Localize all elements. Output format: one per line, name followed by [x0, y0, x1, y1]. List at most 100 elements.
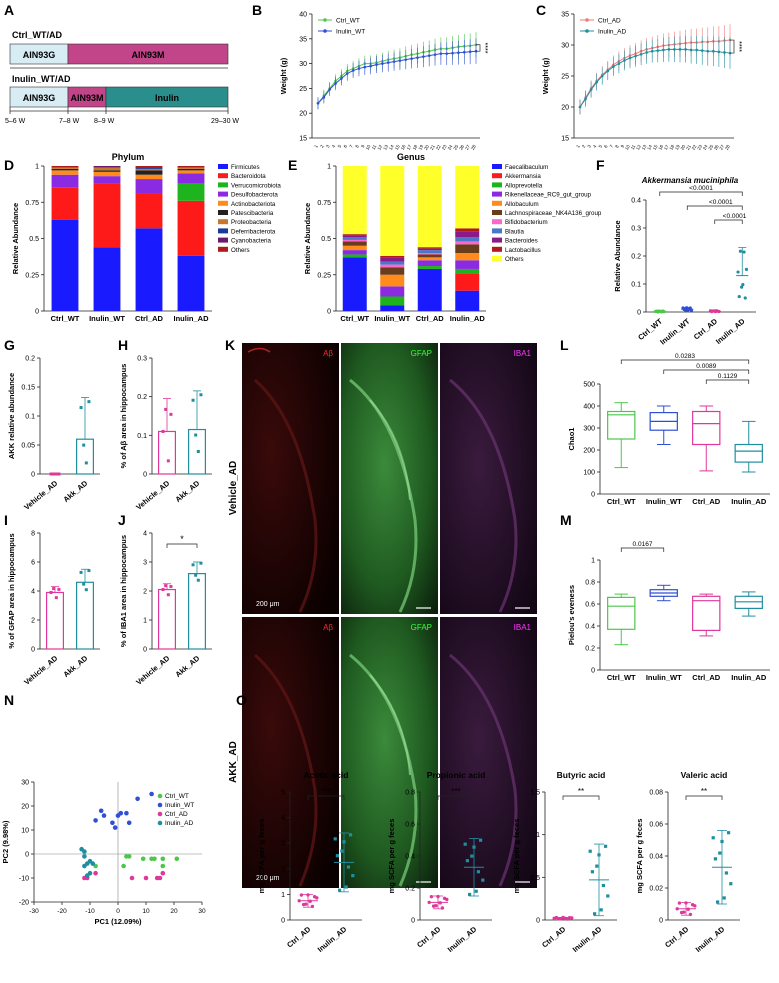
- D-legend-label: Patescibacteria: [231, 210, 274, 217]
- D-legend-label: Others: [231, 247, 250, 254]
- B-y-tick-label: 35: [299, 36, 307, 43]
- C-x-tick-label: 19: [674, 144, 681, 151]
- M-y-tick-label: 0.4: [585, 624, 595, 631]
- O4-x-tick-label: Ctrl_AD: [663, 924, 691, 949]
- C-sig-bracket: [730, 39, 735, 54]
- C-y-tick-label: 30: [561, 43, 569, 50]
- J-y-tick-label: 3: [143, 560, 147, 567]
- N-data-point: [101, 813, 107, 818]
- B-data-point: [451, 51, 454, 55]
- D-bar-segment: [135, 193, 163, 229]
- B-x-tick-label: 20: [423, 144, 430, 151]
- F-title: Akkermansia muciniphila: [641, 176, 739, 185]
- C-y-tick-label: 25: [561, 74, 569, 81]
- D-bar-segment: [135, 228, 163, 311]
- L-x-tick-label: Ctrl_AD: [692, 497, 721, 506]
- H-data-point: [166, 459, 170, 463]
- B-data-point: [462, 50, 466, 54]
- O2-title: Propionic acid: [427, 770, 486, 780]
- D-bar-segment: [93, 166, 121, 168]
- O2-x-tick-label: Inulin_AD: [446, 924, 479, 954]
- C-x-tick-label: 28: [724, 144, 731, 151]
- N-x-tick-label: -30: [29, 908, 39, 915]
- C-x-tick-label: 14: [646, 144, 653, 151]
- D-x-tick-label: Ctrl_AD: [135, 314, 164, 323]
- panel-label-f: F: [596, 157, 605, 173]
- E-x-tick-label: Inulin_WT: [374, 314, 410, 323]
- B-x-tick-label: 8: [354, 144, 360, 149]
- O4-data-point: [675, 907, 679, 911]
- F-p-value: <0.0001: [689, 185, 713, 192]
- C-data-point: [667, 48, 671, 51]
- group1-ain93m-label: AIN93M: [131, 50, 164, 60]
- F-sig-bracket: [686, 205, 743, 210]
- F-data-point: [741, 283, 745, 287]
- E-bar-segment: [417, 250, 442, 253]
- D-legend-label: Cyanobacteria: [231, 238, 271, 245]
- O1-x-tick-label: Ctrl_AD: [285, 924, 313, 949]
- panel-label-j: J: [118, 512, 126, 528]
- D-legend-swatch: [218, 200, 228, 206]
- O2-data-point: [445, 897, 449, 902]
- D-bar-segment: [51, 166, 79, 168]
- D-bar-segment: [135, 174, 163, 180]
- M-y-tick-label: 0.6: [585, 602, 595, 609]
- O3-data-point: [606, 894, 610, 898]
- D-legend-label: Firmicutes: [231, 164, 260, 171]
- E-bar-segment: [380, 296, 405, 306]
- group2-inulin-label: Inulin: [155, 93, 179, 103]
- L-x-tick-label: Ctrl_WT: [607, 497, 636, 506]
- N-x-tick-label: -10: [85, 908, 95, 915]
- E-legend-label: Faecalibaculum: [505, 164, 548, 171]
- E-legend-swatch: [492, 210, 502, 215]
- timeline-tick-4: 29–30 W: [211, 118, 239, 125]
- panel-g: G 0 0.05 0.1 0.15 0.2 AKK relative abundance V…: [4, 337, 100, 512]
- H-y-label: % of Aβ area in hippocampus: [119, 364, 128, 469]
- O1-y-tick-label: 2: [281, 866, 285, 873]
- F-data-point: [738, 249, 743, 253]
- D-y-label: Relative Abundance: [11, 203, 20, 274]
- N-x-tick-label: 0: [116, 908, 120, 915]
- D-bar-segment: [93, 170, 121, 172]
- G-data-point: [79, 406, 83, 410]
- D-bar-segment: [135, 166, 163, 168]
- H-data-point: [194, 433, 198, 437]
- abeta-channel-label: Aβ: [323, 349, 333, 358]
- E-x-tick-label: Ctrl_AD: [416, 314, 445, 323]
- L-y-tick-label: 400: [583, 404, 595, 411]
- F-y-label: Relative Abundance: [613, 220, 622, 291]
- F-data-point: [662, 310, 666, 314]
- B-y-tick-label: 40: [299, 12, 307, 19]
- N-data-point: [124, 810, 129, 816]
- C-data-point: [689, 48, 693, 52]
- L-box: [692, 410, 721, 446]
- G-data-point: [49, 472, 53, 476]
- O3-data-point: [588, 849, 592, 853]
- F-x-tick-label: Inulin_WT: [658, 316, 692, 346]
- E-bar-segment: [417, 166, 442, 248]
- D-bar-segment: [93, 171, 121, 177]
- B-data-point: [439, 52, 443, 55]
- O3-title: Butyric acid: [557, 770, 606, 780]
- L-p-value: 0.1129: [718, 373, 738, 380]
- B-x-tick-label: 1: [313, 144, 319, 149]
- N-data-point: [152, 856, 157, 862]
- E-legend-label: Alloprevotella: [505, 182, 543, 189]
- L-sig-bracket: [663, 369, 750, 374]
- O1-data-point: [333, 837, 337, 841]
- panel-l: L 0 100 200 300 400 500 Chao1 Ctrl_WT Inulin_WT C…: [560, 337, 770, 506]
- N-y-tick-label: -10: [19, 876, 29, 883]
- panel-label-g: G: [4, 337, 15, 353]
- N-data-point: [98, 808, 104, 814]
- C-data-point: [639, 53, 643, 56]
- B-x-tick-label: 17: [406, 144, 413, 151]
- panel-e: E Genus 0 0.25 0.5 0.75 1 Relative Abundance Ct…: [288, 152, 602, 323]
- B-x-tick-label: 13: [382, 144, 389, 151]
- C-x-tick-label: 4: [592, 144, 598, 149]
- J-y-tick-label: 2: [143, 589, 147, 596]
- M-box: [692, 595, 721, 631]
- I-y-tick-label: 2: [31, 618, 35, 625]
- G-data-point: [87, 400, 91, 404]
- C-legend-marker: [585, 29, 589, 33]
- G-y-tick-label: 0.05: [21, 443, 35, 450]
